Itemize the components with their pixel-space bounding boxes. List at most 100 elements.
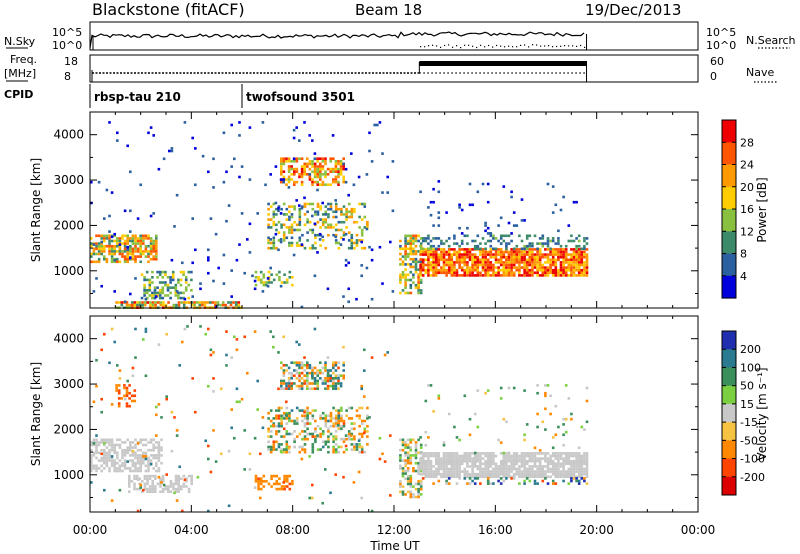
heatmap-cell — [300, 361, 304, 364]
heatmap-cell — [538, 274, 542, 277]
heatmap-cell — [306, 231, 309, 234]
heatmap-cell — [313, 162, 317, 166]
heatmap-cell — [531, 467, 534, 471]
heatmap-cell — [301, 414, 304, 418]
heatmap-cell — [277, 248, 280, 252]
heatmap-cell — [512, 255, 516, 259]
heatmap-cell — [567, 475, 571, 479]
heatmap-cell — [507, 475, 511, 479]
heatmap-cell — [116, 364, 119, 367]
heatmap-cell — [324, 422, 328, 425]
heatmap-cell — [466, 226, 469, 230]
heatmap-cell — [103, 257, 106, 261]
heatmap-cell — [366, 430, 369, 433]
heatmap-cell — [510, 477, 513, 480]
heatmap-cell — [580, 250, 584, 254]
heatmap-cell — [201, 154, 205, 158]
heatmap-cell — [489, 253, 493, 256]
heatmap-cell — [334, 419, 338, 423]
heatmap-cell — [562, 266, 565, 269]
heatmap-cell — [442, 248, 446, 251]
heatmap-cell — [406, 474, 410, 478]
heatmap-cell — [293, 167, 296, 171]
heatmap-cell — [528, 465, 532, 468]
heatmap-cell — [105, 257, 109, 261]
heatmap-cell — [155, 244, 158, 248]
heatmap-cell — [321, 165, 325, 168]
heatmap-cell — [391, 290, 395, 293]
heatmap-cell — [116, 239, 119, 243]
heatmap-cell — [502, 475, 506, 479]
heatmap-cell — [484, 462, 487, 466]
heatmap-cell — [399, 464, 402, 468]
heatmap-cell — [432, 200, 435, 204]
heatmap-cell — [541, 472, 545, 476]
heatmap-cell — [427, 472, 430, 476]
heatmap-cell — [476, 263, 480, 267]
heatmap-cell — [486, 271, 490, 275]
heatmap-cell — [290, 228, 294, 232]
heatmap-cell — [129, 292, 132, 296]
heatmap-cell — [298, 213, 302, 216]
heatmap-cell — [285, 387, 288, 390]
heatmap-cell — [557, 268, 560, 272]
heatmap-cell — [531, 250, 534, 254]
heatmap-cell — [143, 286, 146, 289]
heatmap-cell — [142, 239, 145, 243]
heatmap-cell — [453, 242, 456, 245]
heatmap-cell — [287, 387, 291, 390]
heatmap-cell — [212, 429, 215, 432]
heatmap-cell — [455, 253, 459, 256]
heatmap-cell — [326, 374, 330, 378]
heatmap-cell — [288, 414, 291, 418]
heatmap-cell — [100, 459, 103, 462]
heatmap-cell — [142, 438, 145, 442]
x-tick-label: 12:00 — [377, 523, 412, 537]
heatmap-cell — [129, 448, 132, 452]
heatmap-cell — [282, 481, 285, 484]
heatmap-cell — [476, 459, 480, 463]
heatmap-cell — [447, 482, 451, 485]
heatmap-cell — [419, 250, 422, 254]
heatmap-cell — [447, 477, 451, 480]
heatmap-cell — [557, 253, 560, 256]
heatmap-cell — [159, 482, 162, 486]
heatmap-cell — [358, 202, 361, 206]
heatmap-cell — [128, 404, 131, 408]
heatmap-cell — [437, 248, 441, 251]
colorbar-tick-label: -100 — [740, 453, 765, 466]
heatmap-cell — [463, 250, 467, 254]
heatmap-cell — [505, 420, 508, 424]
heatmap-cell — [230, 356, 233, 359]
heatmap-cell — [131, 451, 135, 455]
heatmap-cell — [544, 242, 547, 245]
heatmap-cell — [285, 178, 288, 181]
heatmap-cell — [544, 274, 547, 277]
heatmap-cell — [118, 247, 122, 251]
heatmap-cell — [355, 239, 359, 242]
heatmap-cell — [512, 465, 516, 468]
heatmap-cell — [412, 281, 415, 284]
heatmap-cell — [434, 452, 438, 455]
heatmap-cell — [505, 261, 508, 264]
heatmap-cell — [92, 451, 96, 455]
heatmap-cell — [134, 446, 137, 449]
heatmap-cell — [507, 261, 511, 264]
heatmap-cell — [267, 430, 270, 433]
heatmap-cell — [175, 290, 179, 293]
heatmap-cell — [217, 266, 220, 270]
heatmap-cell — [316, 434, 319, 437]
heatmap-cell — [146, 490, 149, 493]
heatmap-cell — [505, 465, 508, 468]
heatmap-cell — [492, 268, 495, 272]
heatmap-cell — [95, 469, 98, 473]
heatmap-cell — [559, 462, 563, 466]
heatmap-cell — [324, 364, 327, 367]
heatmap-cell — [334, 202, 338, 206]
heatmap-cell — [412, 257, 415, 261]
heatmap-cell — [116, 131, 119, 135]
heatmap-cell — [131, 247, 135, 251]
heatmap-cell — [225, 353, 228, 357]
heatmap-cell — [139, 237, 142, 240]
heatmap-cell — [494, 475, 498, 479]
